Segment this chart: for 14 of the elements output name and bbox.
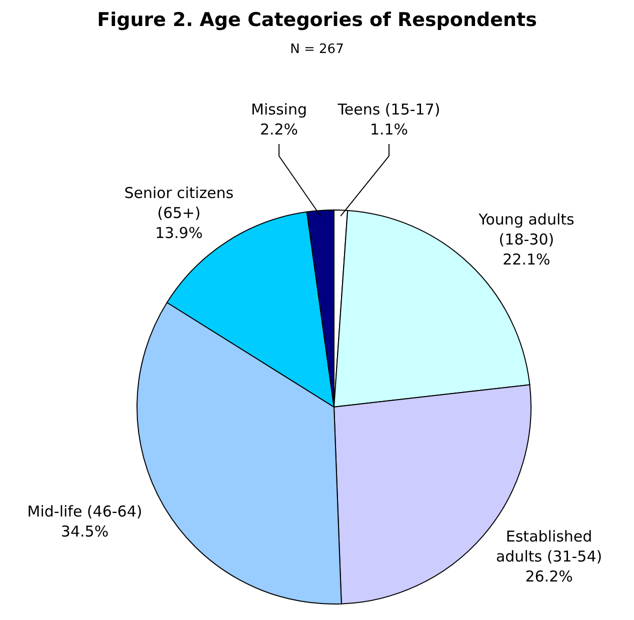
data-label: 22.1% bbox=[502, 250, 550, 269]
data-label: 34.5% bbox=[60, 522, 109, 541]
slice-label: Established adults (31-54) bbox=[496, 527, 602, 566]
data-label: 26.2% bbox=[525, 567, 573, 586]
slice-label: Senior citizens (65+) bbox=[124, 184, 234, 222]
slice-label: Missing bbox=[251, 100, 307, 118]
data-label: 13.9% bbox=[155, 224, 203, 242]
chart-title: Figure 2. Age Categories of Respondents bbox=[97, 9, 537, 31]
slice-label: Young adults (18-30) bbox=[478, 210, 575, 249]
chart-subtitle: N = 267 bbox=[290, 42, 344, 57]
slice-label: Mid-life (46-64) bbox=[27, 502, 142, 521]
data-label: 1.1% bbox=[370, 120, 408, 138]
slice-label: Teens (15-17) bbox=[336, 100, 440, 118]
data-label: 2.2% bbox=[260, 120, 298, 138]
